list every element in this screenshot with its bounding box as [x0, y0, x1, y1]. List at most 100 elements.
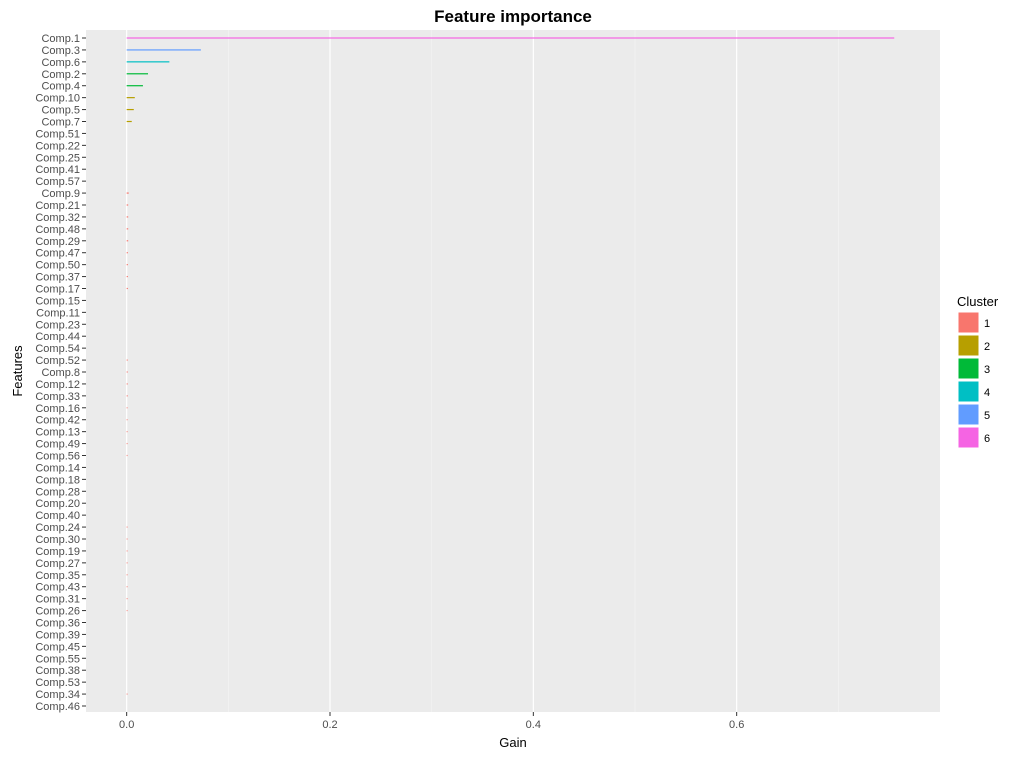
y-tick-label: Comp.48 — [35, 224, 80, 236]
y-tick-label: Comp.23 — [35, 319, 80, 331]
grid-layer — [126, 30, 839, 712]
bar-comp-30 — [126, 538, 128, 540]
bar-comp-37 — [126, 275, 128, 278]
bar-comp-42 — [126, 419, 128, 421]
y-tick-label: Comp.11 — [36, 307, 80, 319]
bar-comp-4 — [126, 85, 143, 87]
y-tick-label: Comp.43 — [35, 582, 80, 594]
bar-comp-26 — [126, 609, 128, 612]
bar-comp-16 — [126, 407, 128, 409]
y-tick-label: Comp.38 — [35, 665, 80, 677]
x-tick-label: 0.6 — [729, 719, 744, 731]
y-tick-label: Comp.9 — [41, 188, 80, 200]
y-tick-label: Comp.17 — [35, 284, 80, 296]
legend-key-6 — [957, 426, 980, 449]
bar-layer — [126, 37, 895, 695]
legend-key-1 — [957, 311, 980, 334]
y-tick-label: Comp.44 — [35, 331, 80, 343]
bar-comp-12 — [126, 383, 128, 385]
legend-label-3: 3 — [984, 364, 990, 376]
y-tick-label: Comp.55 — [35, 653, 80, 665]
bar-comp-50 — [126, 264, 128, 266]
y-tick-label: Comp.46 — [35, 701, 80, 713]
y-tick-label: Comp.6 — [41, 57, 80, 69]
y-tick-label: Comp.3 — [41, 45, 80, 57]
legend-label-6: 6 — [984, 433, 990, 445]
y-tick-label: Comp.53 — [35, 677, 80, 689]
x-axis-title: Gain — [499, 735, 526, 750]
y-tick-label: Comp.32 — [35, 212, 80, 224]
y-tick-label: Comp.27 — [35, 558, 80, 570]
legend: Cluster 1 2 3 4 5 6 — [957, 294, 999, 449]
bar-comp-1 — [126, 37, 895, 39]
y-tick-label: Comp.7 — [41, 117, 80, 129]
y-tick-label: Comp.26 — [35, 606, 80, 618]
bar-comp-43 — [126, 586, 128, 588]
y-tick-label: Comp.4 — [41, 81, 80, 93]
bar-comp-33 — [126, 395, 128, 397]
y-tick-label: Comp.41 — [35, 164, 80, 176]
y-tick-label: Comp.24 — [35, 522, 80, 534]
x-tick-label: 0.0 — [119, 719, 134, 731]
y-tick-label: Comp.21 — [35, 200, 80, 212]
bar-comp-27 — [126, 562, 128, 564]
y-tick-label: Comp.8 — [41, 367, 80, 379]
y-tick-label: Comp.57 — [35, 176, 80, 188]
y-tick-label: Comp.56 — [35, 451, 80, 463]
y-tick-label: Comp.40 — [35, 510, 80, 522]
y-tick-label: Comp.12 — [35, 379, 80, 391]
y-tick-label: Comp.30 — [35, 534, 80, 546]
legend-key-5 — [957, 403, 980, 426]
chart-title: Feature importance — [434, 7, 592, 26]
bar-comp-17 — [126, 287, 128, 290]
y-tick-label: Comp.52 — [35, 355, 80, 367]
legend-key-4 — [957, 380, 980, 403]
y-tick-label: Comp.16 — [35, 403, 80, 415]
bar-comp-5 — [126, 108, 134, 111]
y-tick-label: Comp.37 — [35, 272, 80, 284]
bar-comp-47 — [126, 252, 128, 254]
y-tick-label: Comp.14 — [35, 462, 80, 474]
bar-comp-32 — [126, 216, 129, 218]
bar-comp-29 — [126, 240, 129, 242]
y-tick-label: Comp.39 — [35, 629, 80, 641]
y-tick-label: Comp.13 — [35, 427, 80, 439]
y-tick-label: Comp.1 — [41, 33, 80, 45]
legend-label-2: 2 — [984, 341, 990, 353]
y-tick-label: Comp.2 — [41, 69, 80, 81]
y-tick-label: Comp.15 — [35, 295, 80, 307]
plot-panel — [86, 30, 940, 712]
x-tick-label: 0.2 — [322, 719, 337, 731]
y-tick-label: Comp.50 — [35, 260, 80, 272]
y-tick-label: Comp.34 — [35, 689, 80, 701]
bar-comp-6 — [126, 61, 170, 63]
bar-comp-21 — [126, 204, 129, 206]
bar-comp-52 — [126, 359, 128, 361]
y-tick-label: Comp.25 — [35, 152, 80, 164]
y-tick-label: Comp.35 — [35, 570, 80, 582]
y-tick-label: Comp.5 — [41, 105, 80, 117]
legend-title: Cluster — [957, 294, 999, 309]
y-tick-label: Comp.18 — [35, 474, 80, 486]
bar-comp-49 — [126, 442, 128, 445]
y-tick-label: Comp.42 — [35, 415, 80, 427]
y-tick-label: Comp.36 — [35, 618, 80, 630]
bar-comp-31 — [126, 598, 128, 600]
y-tick-label: Comp.54 — [35, 343, 80, 355]
y-tick-label: Comp.22 — [35, 140, 80, 152]
x-axis: 0.0 0.2 0.4 0.6 — [119, 712, 744, 731]
bar-comp-9 — [126, 192, 129, 194]
bar-comp-48 — [126, 228, 129, 230]
legend-key-3 — [957, 357, 980, 380]
y-axis-title: Features — [10, 345, 25, 397]
bar-comp-7 — [126, 120, 132, 123]
y-tick-label: Comp.29 — [35, 236, 80, 248]
y-axis: Comp.1Comp.3Comp.6Comp.2Comp.4Comp.10Com… — [35, 33, 86, 713]
legend-label-4: 4 — [984, 387, 990, 399]
y-tick-label: Comp.51 — [35, 128, 80, 140]
y-tick-label: Comp.28 — [35, 486, 80, 498]
bar-comp-3 — [126, 49, 201, 51]
y-tick-label: Comp.49 — [35, 439, 80, 451]
